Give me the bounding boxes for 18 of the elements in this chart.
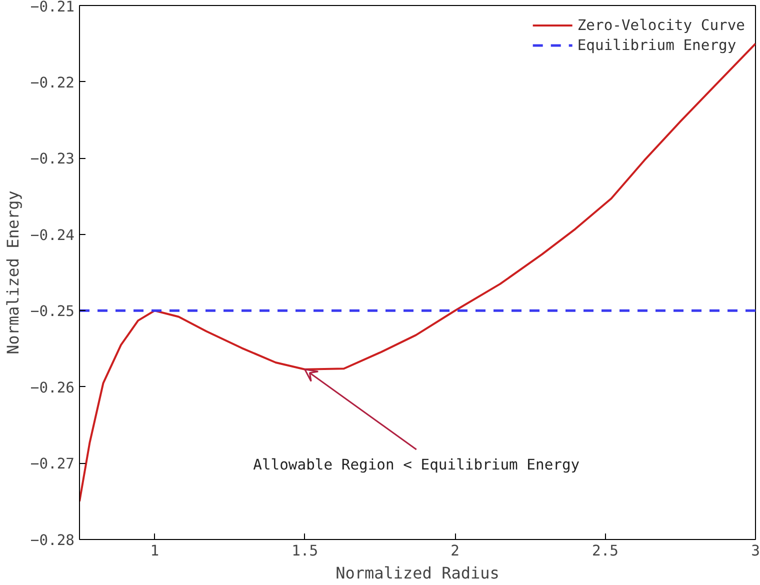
x-tick-label: 1.5 bbox=[292, 542, 318, 560]
y-tick-label: −0.28 bbox=[30, 532, 75, 549]
annotation: Allowable Region < Equilibrium Energy bbox=[253, 456, 580, 474]
x-tick-label: 3 bbox=[751, 542, 760, 560]
y-tick-label: −0.22 bbox=[30, 74, 75, 92]
x-tick-label: 2.5 bbox=[592, 542, 619, 560]
y-tick-label: −0.24 bbox=[30, 226, 75, 244]
legend-label: Zero-Velocity Curve bbox=[577, 16, 745, 34]
y-tick-label: −0.23 bbox=[30, 150, 75, 168]
legend-label: Equilibrium Energy bbox=[577, 36, 736, 54]
y-axis-title: Normalized Energy bbox=[3, 190, 22, 354]
y-tick-label: −0.26 bbox=[30, 379, 75, 396]
y-tick-label: −0.25 bbox=[30, 303, 75, 320]
x-tick-label: 2 bbox=[450, 542, 460, 560]
y-tick-label: −0.21 bbox=[30, 0, 75, 16]
x-tick-label: 1 bbox=[150, 542, 160, 560]
x-axis-title: Normalized Radius bbox=[336, 564, 500, 582]
y-tick-label: −0.27 bbox=[30, 456, 75, 473]
